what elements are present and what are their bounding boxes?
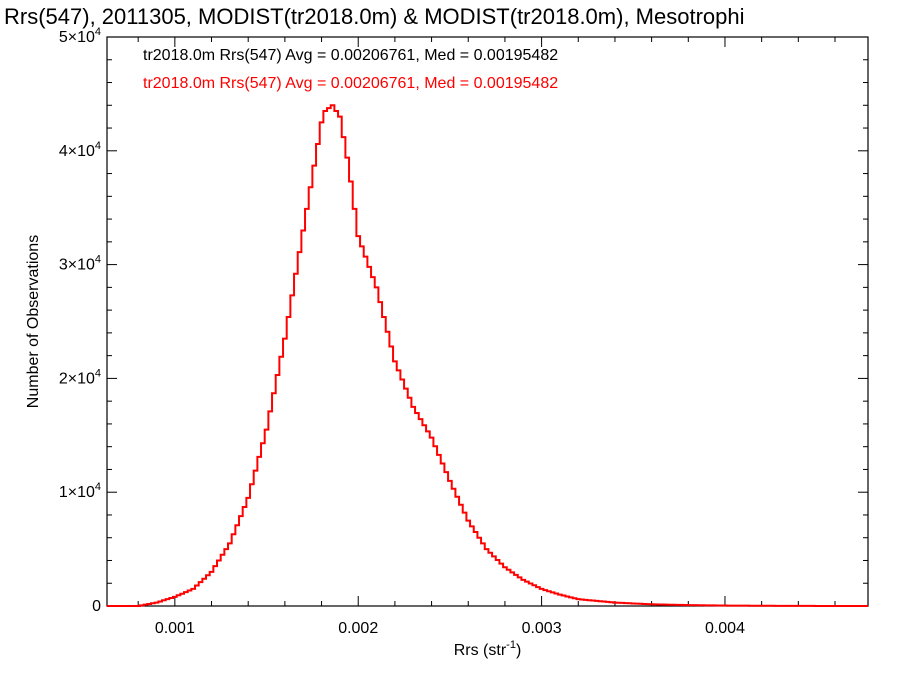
- y-tick-label: 1×104: [59, 481, 101, 501]
- x-tick-label: 0.003: [522, 620, 562, 637]
- stats-annotation: tr2018.0m Rrs(547) Avg = 0.00206761, Med…: [143, 75, 558, 92]
- y-tick-label: 2×104: [59, 367, 101, 387]
- plot-area: 0.001 0.002 0.003 0.004 0 1×104 2×104 3×104 4×1…: [59, 26, 869, 637]
- y-tick-label: 0: [92, 598, 101, 615]
- histogram-series-line: [107, 104, 868, 607]
- x-tick-label: 0.002: [338, 620, 378, 637]
- x-tick-label: 0.004: [705, 620, 745, 637]
- y-tick-label: 3×104: [59, 254, 101, 274]
- plot-frame: [106, 36, 869, 607]
- y-axis: 0 1×104 2×104 3×104 4×104 5×104: [59, 26, 868, 615]
- y-tick-label: 5×104: [59, 26, 101, 46]
- annotations: tr2018.0m Rrs(547) Avg = 0.00206761, Med…: [143, 47, 558, 92]
- x-axis: 0.001 0.002 0.003 0.004: [137, 37, 836, 637]
- chart-title: Rrs(547), 2011305, MODIST(tr2018.0m) & M…: [4, 4, 745, 29]
- y-axis-label: Number of Observations: [25, 235, 42, 408]
- x-axis-label: Rrs (str-1): [454, 639, 522, 659]
- stats-annotation: tr2018.0m Rrs(547) Avg = 0.00206761, Med…: [143, 47, 558, 64]
- y-tick-label: 4×104: [59, 140, 101, 160]
- x-tick-label: 0.001: [155, 620, 195, 637]
